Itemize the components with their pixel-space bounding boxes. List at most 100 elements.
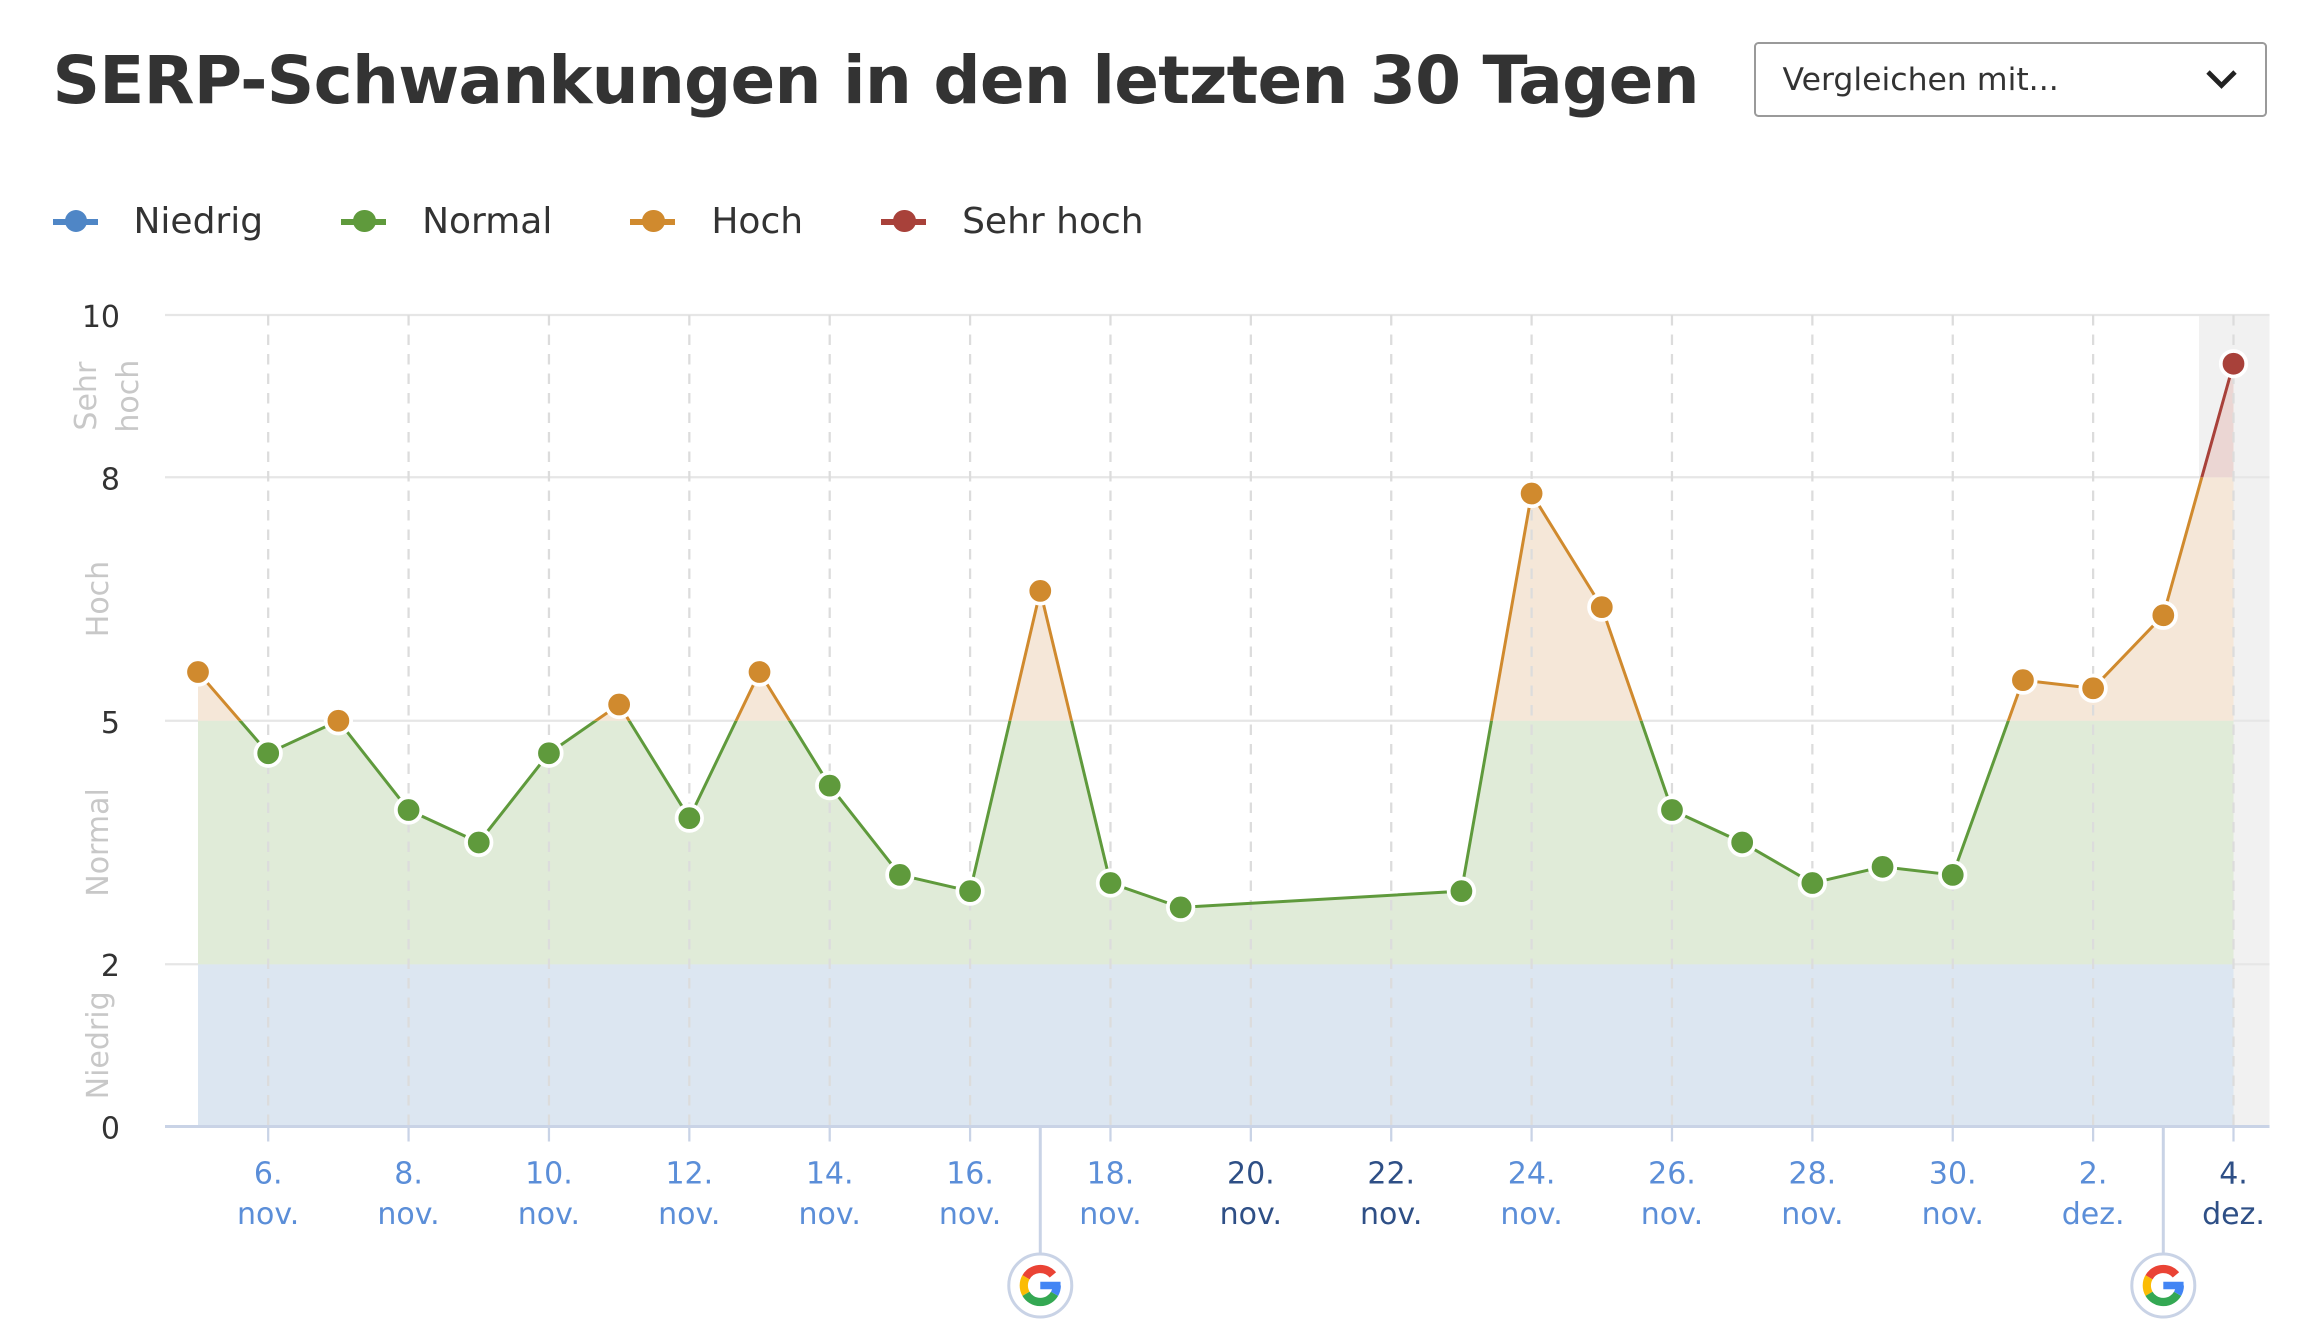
google-update-icon[interactable]	[1007, 1252, 1074, 1319]
band-label-text: Sehr	[69, 361, 104, 431]
x-tick-label: nov.	[658, 1197, 720, 1232]
x-tick-label: 14.	[806, 1157, 854, 1192]
x-tick-label: 12.	[665, 1157, 713, 1192]
chevron-down-icon	[2205, 70, 2237, 89]
band-label-text: Normal	[81, 788, 116, 897]
google-logo-arc	[1022, 1291, 1059, 1307]
data-point[interactable]	[1797, 868, 1827, 898]
x-tick-label: 6.	[254, 1157, 283, 1192]
data-point[interactable]	[1516, 478, 1547, 509]
data-point[interactable]	[1446, 876, 1477, 906]
legend-item[interactable]: Niedrig	[52, 201, 264, 242]
data-point[interactable]	[534, 738, 564, 768]
band-label: Normal	[81, 788, 116, 897]
x-tick-label: 30.	[1929, 1157, 1977, 1192]
x-tick-label: dez.	[2062, 1197, 2125, 1232]
google-logo-arc	[2142, 1275, 2153, 1296]
y-tick-label: 10	[82, 300, 120, 335]
x-tick-label: dez.	[2202, 1197, 2265, 1232]
x-tick-label: nov.	[377, 1197, 439, 1232]
x-tick-label: nov.	[1500, 1197, 1562, 1232]
y-tick-label: 5	[101, 706, 120, 741]
legend: Niedrig Normal Hoch Sehr hoch	[52, 201, 1222, 242]
x-tick-label: 8.	[394, 1157, 423, 1192]
x-tick-label: nov.	[1781, 1197, 1843, 1232]
data-point[interactable]	[253, 738, 283, 768]
x-tick-label: nov.	[1641, 1197, 1703, 1232]
area-hoch	[198, 477, 2234, 721]
band-label: Sehr hoch	[69, 360, 146, 433]
data-point[interactable]	[1025, 576, 1055, 606]
data-point[interactable]	[2148, 600, 2178, 630]
page-title: SERP-Schwankungen in den letzten 30 Tage…	[52, 42, 1700, 119]
data-point[interactable]	[1095, 868, 1126, 898]
area-niedrig	[198, 964, 2234, 1127]
legend-item[interactable]: Sehr hoch	[881, 201, 1144, 242]
data-point[interactable]	[674, 803, 704, 833]
x-tick-label: 2.	[2079, 1157, 2108, 1192]
google-update-icon[interactable]	[2130, 1252, 2197, 1319]
legend-marker-icon	[341, 209, 387, 232]
x-tick-label: nov.	[1220, 1197, 1282, 1232]
data-point[interactable]	[2218, 349, 2249, 379]
legend-marker-icon	[52, 209, 98, 232]
legend-label: Sehr hoch	[962, 201, 1144, 242]
data-point[interactable]	[2008, 665, 2038, 695]
google-logo-arc	[2145, 1291, 2182, 1307]
legend-label: Niedrig	[133, 201, 264, 242]
x-tick-label: nov.	[799, 1197, 861, 1232]
x-tick-label: nov.	[237, 1197, 299, 1232]
x-tick-label: 28.	[1789, 1157, 1837, 1192]
x-tick-label: nov.	[939, 1197, 1001, 1232]
data-point[interactable]	[604, 689, 634, 720]
band-label-text: hoch	[111, 360, 146, 433]
legend-item[interactable]: Hoch	[630, 201, 803, 242]
data-point[interactable]	[955, 876, 985, 906]
data-point[interactable]	[2078, 673, 2108, 703]
compare-dropdown[interactable]: Vergleichen mit...	[1753, 42, 2267, 117]
x-tick-label: 16.	[946, 1157, 994, 1192]
data-point[interactable]	[323, 706, 354, 736]
x-tick-label: 20.	[1227, 1157, 1275, 1192]
x-tick-label: 24.	[1508, 1157, 1556, 1192]
legend-label: Hoch	[711, 201, 804, 242]
x-tick-label: nov.	[518, 1197, 580, 1232]
data-point[interactable]	[815, 771, 845, 801]
legend-item[interactable]: Normal	[341, 201, 552, 242]
x-tick-label: 4.	[2219, 1157, 2248, 1192]
data-point[interactable]	[183, 657, 213, 687]
x-tick-label: nov.	[1360, 1197, 1422, 1232]
data-point[interactable]	[885, 860, 915, 890]
legend-marker-icon	[881, 209, 927, 232]
data-point[interactable]	[1166, 892, 1196, 923]
data-point[interactable]	[393, 795, 424, 825]
data-point[interactable]	[1657, 795, 1687, 825]
y-tick-label: 0	[101, 1112, 120, 1147]
x-tick-label: 10.	[525, 1157, 573, 1192]
x-tick-label: 22.	[1367, 1157, 1415, 1192]
legend-label: Normal	[422, 201, 553, 242]
compare-dropdown-label: Vergleichen mit...	[1782, 61, 2059, 98]
band-label: Hoch	[81, 561, 116, 637]
y-tick-label: 2	[101, 949, 120, 984]
x-tick-label: nov.	[1079, 1197, 1141, 1232]
x-tick-label: 18.	[1087, 1157, 1135, 1192]
data-point[interactable]	[744, 657, 775, 687]
x-tick-label: 26.	[1648, 1157, 1696, 1192]
google-logo-arc	[1022, 1264, 1057, 1280]
data-point[interactable]	[1867, 852, 1898, 882]
band-label-text: Hoch	[81, 561, 116, 637]
legend-marker-icon	[630, 209, 676, 232]
data-point[interactable]	[1727, 827, 1757, 858]
google-logo-arc	[1019, 1275, 1030, 1296]
y-tick-label: 8	[101, 462, 120, 497]
data-point[interactable]	[464, 827, 494, 858]
google-logo-arc	[2145, 1264, 2180, 1280]
band-label: Niedrig	[81, 991, 116, 1099]
band-label-text: Niedrig	[81, 991, 116, 1099]
x-tick-label: nov.	[1922, 1197, 1984, 1232]
data-point[interactable]	[1938, 860, 1968, 890]
data-point[interactable]	[1587, 592, 1617, 622]
